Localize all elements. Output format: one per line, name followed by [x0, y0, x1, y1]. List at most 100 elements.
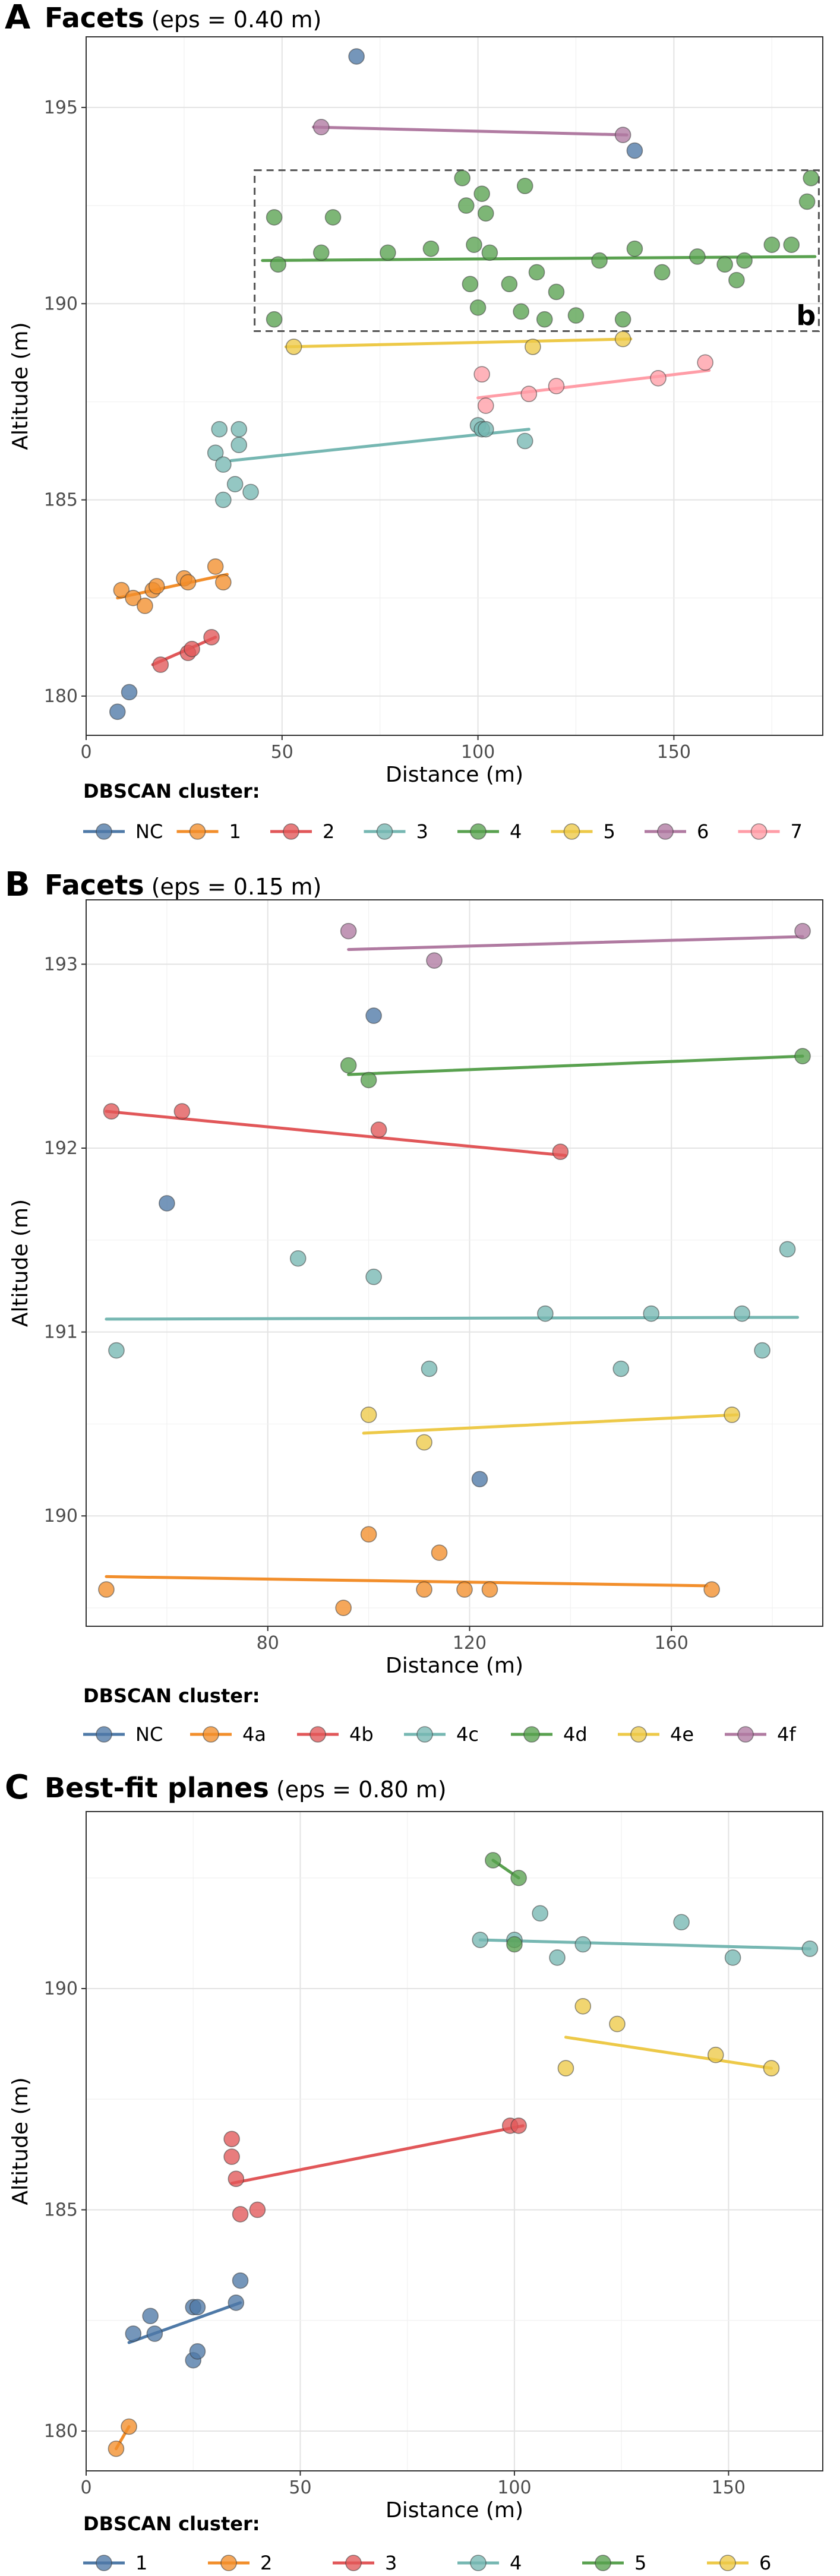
chart-title: Facets (eps = 0.15 m)	[45, 869, 321, 901]
data-point-4	[266, 311, 283, 328]
data-point-7	[477, 397, 494, 414]
series-line-6	[312, 125, 629, 137]
plot-area	[86, 900, 823, 1626]
legend-item-4f: 4f	[725, 1723, 796, 1746]
x-tick-label: 80	[257, 1633, 279, 1654]
plot-border	[86, 899, 823, 1627]
series-line-4d	[347, 1054, 804, 1076]
legend-item-4: 4	[457, 2552, 522, 2574]
x-axis-title: Distance (m)	[386, 763, 523, 787]
data-point-3	[516, 432, 533, 450]
data-point-4	[532, 1905, 548, 1922]
data-point-4	[324, 209, 342, 226]
data-point-4a	[456, 1581, 473, 1598]
plot-border	[86, 1811, 823, 2471]
panel-c: C Best-fit planes (eps = 0.80 m) 0 50 100 150…	[5, 1768, 823, 2574]
data-point-4	[312, 244, 330, 261]
y-tick-label: 190	[44, 1978, 78, 1999]
legend-label: 5	[634, 2552, 646, 2574]
legend-label: NC	[135, 1723, 163, 1746]
x-tick-label: 150	[712, 2477, 746, 2498]
data-point-3	[215, 491, 232, 508]
chart-title-bold: Facets	[45, 2, 144, 34]
data-point-4	[422, 240, 440, 257]
data-point-3	[230, 421, 248, 438]
chart-title: Best-fit planes (eps = 0.80 m)	[45, 1772, 447, 1804]
data-point-4	[803, 170, 820, 187]
legend-label: 1	[135, 2552, 147, 2574]
legend-item-6: 6	[707, 2552, 771, 2574]
data-point-7	[548, 378, 565, 394]
legend-key-point	[657, 823, 674, 840]
legend-label: 3	[385, 2552, 397, 2574]
data-point-4c	[754, 1342, 770, 1359]
data-point-4c	[779, 1241, 796, 1258]
data-point-4a	[481, 1581, 498, 1598]
legend-key-point	[737, 1726, 754, 1743]
data-point-4d	[360, 1072, 377, 1089]
data-point-4d	[794, 1048, 811, 1064]
legend-key-point	[523, 1726, 540, 1743]
data-point-1	[189, 2299, 206, 2316]
data-point-4	[469, 299, 487, 316]
data-point-1	[228, 2294, 245, 2311]
data-point-4b	[370, 1121, 387, 1138]
data-point-4c	[612, 1360, 630, 1377]
data-point-4d	[340, 1057, 357, 1074]
data-point-3	[477, 421, 494, 438]
legend-item-4b: 4b	[297, 1723, 374, 1746]
data-point-4a	[360, 1526, 377, 1543]
data-point-7	[520, 385, 538, 403]
data-point-4	[528, 264, 545, 281]
x-tick-label: 50	[289, 2477, 311, 2498]
x-axis-title: Distance (m)	[386, 2498, 523, 2523]
legend-label: 7	[791, 820, 803, 843]
legend-label: 4d	[563, 1723, 588, 1746]
legend-key-point	[563, 823, 580, 840]
legend-item-nc: NC	[83, 820, 163, 843]
data-point-5	[285, 339, 302, 355]
legend-item-7: 7	[738, 820, 803, 843]
legend-label: 3	[416, 820, 428, 843]
data-point-4e	[360, 1406, 377, 1423]
legend-label: 5	[604, 820, 615, 843]
chart-title: Facets (eps = 0.40 m)	[45, 2, 321, 34]
y-tick-label: 191	[44, 1322, 78, 1343]
legend-key-point	[189, 823, 206, 840]
legend-item-5: 5	[582, 2552, 646, 2574]
data-point-nc	[365, 1007, 382, 1024]
legend-key-point	[630, 1726, 647, 1743]
data-point-4	[513, 303, 529, 320]
legend-key-point	[719, 2555, 736, 2571]
legend: 1 2 3 4 5 6	[83, 2552, 771, 2574]
data-point-1	[142, 2308, 159, 2325]
series-line-4f	[347, 935, 804, 952]
y-tick-label: 180	[44, 686, 78, 707]
data-point-4a	[431, 1544, 448, 1561]
data-point-4	[457, 197, 475, 214]
data-point-1	[179, 574, 197, 591]
legend-item-4c: 4c	[404, 1723, 479, 1746]
legend-label: 6	[697, 820, 709, 843]
panel-a: A Facets (eps = 0.40 m) b 0 50 100 150 180 185 19…	[5, 0, 823, 843]
data-point-6	[614, 127, 631, 143]
data-point-4	[548, 283, 565, 301]
data-point-4f	[340, 922, 357, 940]
data-point-1	[125, 2325, 142, 2342]
data-point-4f	[426, 952, 443, 969]
legend-key-point	[345, 2555, 362, 2571]
data-point-1	[125, 589, 141, 606]
y-tick-label: 193	[44, 954, 78, 975]
legend-key-point	[310, 1726, 326, 1743]
legend-item-1: 1	[176, 820, 241, 843]
legend-key-point	[750, 823, 768, 840]
x-tick-label: 50	[271, 742, 293, 763]
y-axis-title: Altitude (m)	[8, 322, 33, 450]
data-point-4c	[643, 1305, 660, 1322]
gridlines	[86, 1812, 823, 2471]
data-point-4	[462, 276, 479, 293]
legend-label: NC	[135, 820, 163, 843]
x-tick-label: 0	[80, 2477, 91, 2498]
data-point-4	[728, 271, 745, 289]
legend-label: 4f	[777, 1723, 796, 1746]
